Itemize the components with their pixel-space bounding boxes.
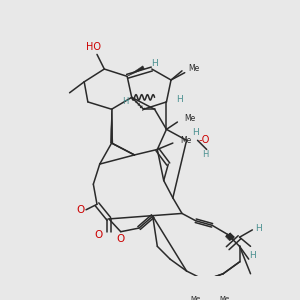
Polygon shape — [110, 109, 113, 143]
Text: H: H — [192, 128, 199, 136]
Text: Me: Me — [188, 64, 200, 73]
Text: -O: -O — [198, 135, 210, 145]
Text: H: H — [249, 251, 256, 260]
Text: O: O — [117, 234, 125, 244]
Text: Me: Me — [184, 114, 195, 123]
Text: Me: Me — [190, 296, 201, 300]
Text: H: H — [202, 150, 209, 159]
Polygon shape — [199, 280, 205, 294]
Polygon shape — [127, 66, 144, 76]
Text: H: H — [123, 98, 129, 106]
Text: Me: Me — [220, 296, 230, 300]
Text: HO: HO — [86, 42, 101, 52]
Text: O: O — [76, 205, 84, 215]
Text: O: O — [94, 230, 103, 240]
Text: Me: Me — [180, 136, 191, 145]
Text: H: H — [255, 224, 262, 232]
Text: H: H — [176, 95, 183, 104]
Text: H: H — [151, 59, 158, 68]
